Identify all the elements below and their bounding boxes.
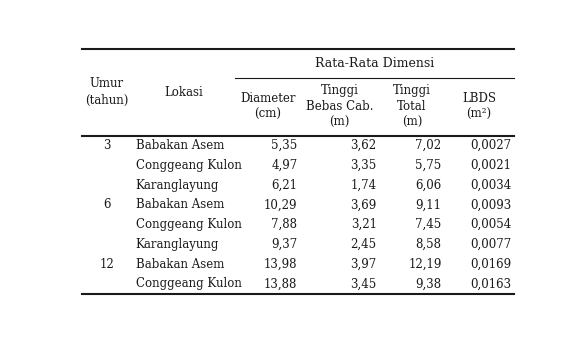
Text: 3,97: 3,97	[350, 258, 376, 271]
Text: 2,45: 2,45	[350, 238, 376, 251]
Text: 9,37: 9,37	[271, 238, 297, 251]
Text: Babakan Asem: Babakan Asem	[136, 198, 224, 211]
Text: Rata-Rata Dimensi: Rata-Rata Dimensi	[315, 57, 434, 70]
Text: 12: 12	[99, 258, 114, 271]
Text: 1,74: 1,74	[350, 179, 376, 192]
Text: LBDS
(m²): LBDS (m²)	[462, 92, 496, 121]
Text: 7,02: 7,02	[415, 139, 442, 152]
Text: 10,29: 10,29	[264, 198, 297, 211]
Text: 0,0054: 0,0054	[470, 218, 511, 231]
Text: Babakan Asem: Babakan Asem	[136, 139, 224, 152]
Text: 13,98: 13,98	[264, 258, 297, 271]
Text: 6,21: 6,21	[271, 179, 297, 192]
Text: 9,11: 9,11	[415, 198, 442, 211]
Text: Conggeang Kulon: Conggeang Kulon	[136, 278, 242, 291]
Text: Tinggi
Bebas Cab.
(m): Tinggi Bebas Cab. (m)	[306, 84, 374, 129]
Text: 12,19: 12,19	[408, 258, 442, 271]
Text: 0,0169: 0,0169	[470, 258, 511, 271]
Text: 3,45: 3,45	[350, 278, 376, 291]
Text: 0,0077: 0,0077	[470, 238, 511, 251]
Text: Karanglayung: Karanglayung	[136, 238, 219, 251]
Text: Babakan Asem: Babakan Asem	[136, 258, 224, 271]
Text: Conggeang Kulon: Conggeang Kulon	[136, 218, 242, 231]
Text: 3,21: 3,21	[351, 218, 376, 231]
Text: 7,45: 7,45	[415, 218, 442, 231]
Text: 0,0163: 0,0163	[470, 278, 511, 291]
Text: 0,0093: 0,0093	[470, 198, 511, 211]
Text: 5,35: 5,35	[271, 139, 297, 152]
Text: 0,0021: 0,0021	[470, 159, 511, 172]
Text: 0,0034: 0,0034	[470, 179, 511, 192]
Text: Karanglayung: Karanglayung	[136, 179, 219, 192]
Text: 6,06: 6,06	[415, 179, 442, 192]
Text: 3,35: 3,35	[350, 159, 376, 172]
Text: 4,97: 4,97	[271, 159, 297, 172]
Text: 3,69: 3,69	[350, 198, 376, 211]
Text: Diameter
(cm): Diameter (cm)	[240, 92, 296, 121]
Text: Conggeang Kulon: Conggeang Kulon	[136, 159, 242, 172]
Text: Lokasi: Lokasi	[164, 85, 203, 99]
Text: 5,75: 5,75	[415, 159, 442, 172]
Text: Umur
(tahun): Umur (tahun)	[85, 77, 128, 107]
Text: 9,38: 9,38	[415, 278, 442, 291]
Text: 13,88: 13,88	[264, 278, 297, 291]
Text: 7,88: 7,88	[271, 218, 297, 231]
Text: 3,62: 3,62	[350, 139, 376, 152]
Text: 8,58: 8,58	[415, 238, 442, 251]
Text: Tinggi
Total
(m): Tinggi Total (m)	[393, 84, 431, 129]
Text: 3: 3	[103, 139, 110, 152]
Text: 6: 6	[103, 198, 110, 211]
Text: 0,0027: 0,0027	[470, 139, 511, 152]
